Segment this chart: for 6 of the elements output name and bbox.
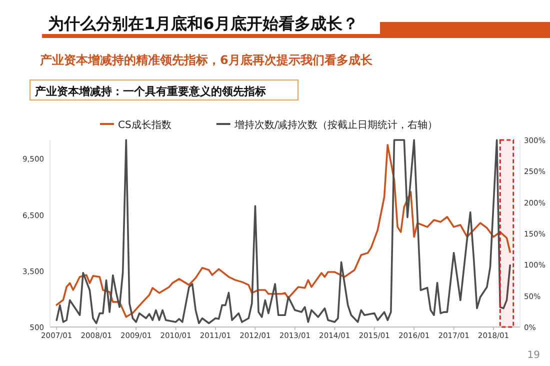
legend-label: 增持次数/减持次数（按截止日期统计，右轴） [233, 119, 438, 131]
legend-label: CS成长指数 [118, 119, 172, 131]
chart-subtitle: 产业资本增减持的精准领先指标，6月底再次提示我们看多成长 [39, 53, 374, 67]
chart-title: 为什么分别在1月底和6月底开始看多成长？ [48, 14, 358, 33]
text: 19 [527, 350, 540, 361]
text: 产业资本增减持：一个具有重要意义的领先指标 [34, 85, 266, 98]
